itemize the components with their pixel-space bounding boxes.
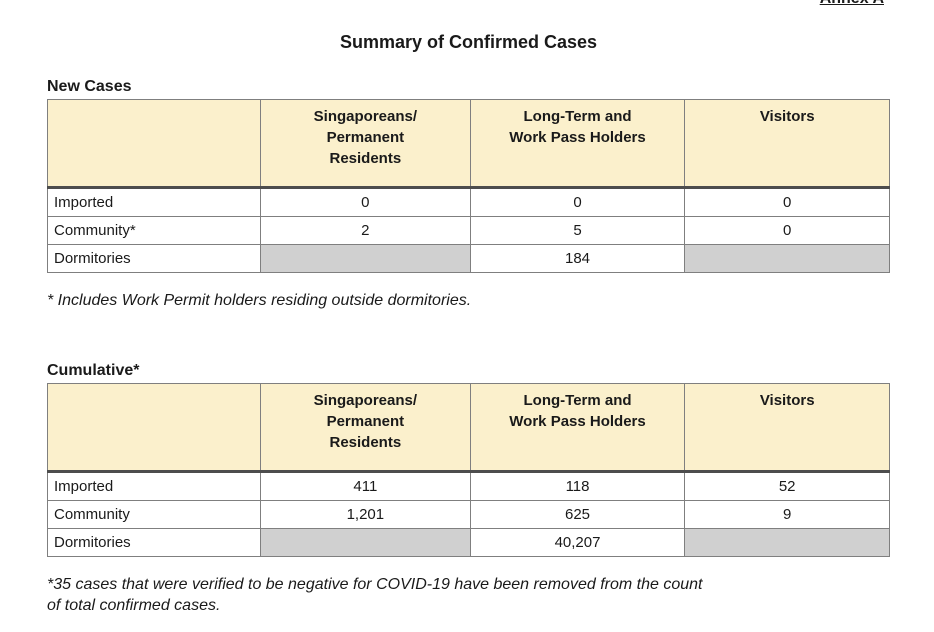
cell-value: 9 bbox=[684, 500, 890, 529]
cell-value: 5 bbox=[469, 216, 686, 245]
table-row-community: Community 1,201 625 9 bbox=[46, 500, 890, 529]
column-header-pass-holders: Long-Term and Work Pass Holders bbox=[469, 99, 686, 189]
cell-value: 2 bbox=[260, 216, 471, 245]
footnote-new-cases: * Includes Work Permit holders residing … bbox=[47, 292, 472, 309]
section-heading-cumulative: Cumulative* bbox=[47, 362, 140, 379]
column-header-visitors: Visitors bbox=[684, 383, 890, 473]
footnote-cumulative: *35 cases that were verified to be negat… bbox=[47, 576, 703, 614]
table-row-community: Community* 2 5 0 bbox=[46, 216, 890, 245]
cell-value: 0 bbox=[684, 187, 890, 217]
page-title: Summary of Confirmed Cases bbox=[339, 32, 598, 52]
cell-value: 411 bbox=[260, 471, 471, 501]
column-header-blank bbox=[46, 383, 262, 473]
cell-value: 184 bbox=[469, 244, 686, 273]
row-label: Community bbox=[46, 500, 262, 529]
cell-value: 1,201 bbox=[260, 500, 471, 529]
table-header-row: Singaporeans/ Permanent Residents Long-T… bbox=[46, 99, 890, 189]
column-header-visitors: Visitors bbox=[684, 99, 890, 189]
column-header-blank bbox=[46, 99, 262, 189]
cell-value: 118 bbox=[469, 471, 686, 501]
section-heading-new-cases: New Cases bbox=[47, 78, 132, 95]
na-cell bbox=[684, 528, 890, 557]
row-label: Imported bbox=[46, 471, 262, 501]
table-row-imported: Imported 411 118 52 bbox=[46, 471, 890, 501]
new-cases-table: Singaporeans/ Permanent Residents Long-T… bbox=[46, 99, 890, 273]
cell-value: 40,207 bbox=[469, 528, 686, 557]
column-header-pass-holders: Long-Term and Work Pass Holders bbox=[469, 383, 686, 473]
table-row-dormitories: Dormitories 184 bbox=[46, 244, 890, 273]
annex-label: Annex A bbox=[820, 0, 884, 8]
cell-value: 52 bbox=[684, 471, 890, 501]
cumulative-table: Singaporeans/ Permanent Residents Long-T… bbox=[46, 383, 890, 557]
cell-value: 0 bbox=[469, 187, 686, 217]
row-label: Community* bbox=[46, 216, 262, 245]
na-cell bbox=[684, 244, 890, 273]
column-header-sg-pr: Singaporeans/ Permanent Residents bbox=[260, 383, 471, 473]
row-label: Dormitories bbox=[46, 528, 262, 557]
document-body: Summary of Confirmed Cases New Cases Sin… bbox=[46, 0, 890, 616]
cell-value: 0 bbox=[684, 216, 890, 245]
row-label: Imported bbox=[46, 187, 262, 217]
cell-value: 0 bbox=[260, 187, 471, 217]
cell-value: 625 bbox=[469, 500, 686, 529]
table-row-dormitories: Dormitories 40,207 bbox=[46, 528, 890, 557]
table-header-row: Singaporeans/ Permanent Residents Long-T… bbox=[46, 383, 890, 473]
na-cell bbox=[260, 528, 471, 557]
table-row-imported: Imported 0 0 0 bbox=[46, 187, 890, 217]
na-cell bbox=[260, 244, 471, 273]
row-label: Dormitories bbox=[46, 244, 262, 273]
column-header-sg-pr: Singaporeans/ Permanent Residents bbox=[260, 99, 471, 189]
